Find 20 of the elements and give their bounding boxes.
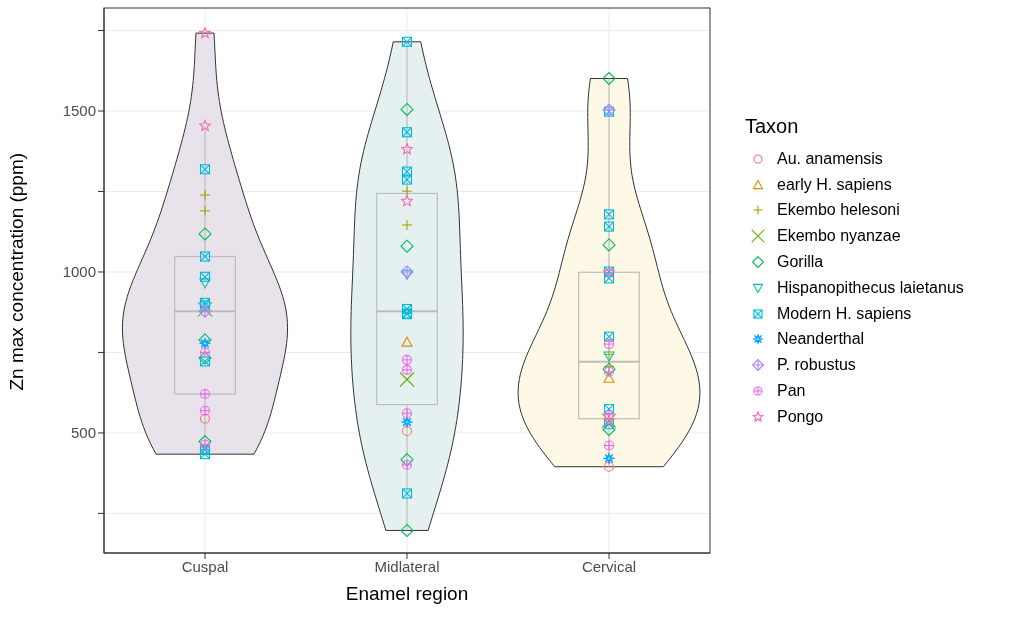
legend-label: Modern H. sapiens [777, 304, 912, 323]
x-axis-title: Enamel region [345, 583, 469, 604]
x-tick-label: Cervical [581, 557, 637, 575]
y-tick-label: 1500 [62, 102, 96, 120]
legend-label: P. robustus [777, 356, 856, 375]
legend-label: Ekembo nyanzae [777, 227, 901, 246]
legend-label: Gorilla [777, 253, 824, 272]
legend-label: Hispanopithecus laietanus [777, 278, 964, 297]
legend-label: early H. sapiens [777, 175, 892, 194]
legend-label: Neanderthal [777, 330, 865, 349]
x-tick-label: Cuspal [181, 557, 229, 575]
x-tick-label: Midlateral [374, 557, 440, 575]
y-tick-label: 500 [70, 424, 96, 442]
legend-title: Taxon [745, 115, 800, 138]
legend-label: Pan [777, 382, 806, 401]
y-axis-title: Zn max concentration (ppm) [5, 152, 27, 391]
y-tick-label: 1000 [62, 263, 96, 281]
legend-label: Ekembo helesoni [777, 201, 900, 220]
legend-label: Pongo [777, 407, 824, 426]
legend-label: Au. anamensis [777, 149, 883, 168]
